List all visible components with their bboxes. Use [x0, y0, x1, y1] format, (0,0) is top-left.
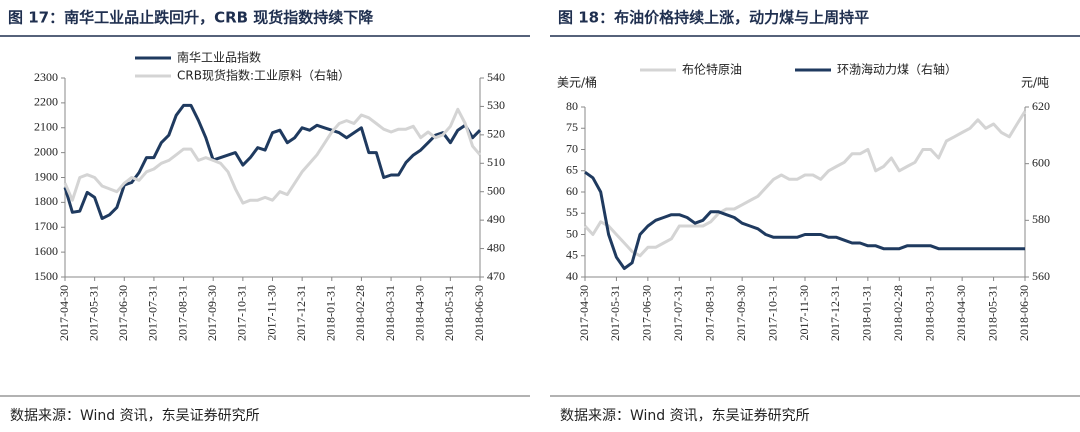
x-tick-label: 2017-11-30 — [264, 285, 278, 341]
x-tick-label: 2017-06-30 — [116, 285, 130, 341]
chart-title: 图 17：南华工业品止跌回升，CRB 现货指数持续下降 — [8, 9, 374, 27]
x-tick-label: 2018-01-31 — [324, 285, 338, 341]
x-tick-label: 2017-07-31 — [146, 285, 160, 341]
y-tick-label: 1900 — [34, 169, 58, 183]
y2-tick-label: 520 — [487, 127, 505, 141]
y-tick-label: 50 — [566, 226, 578, 240]
y-axis-label: 美元/桶 — [557, 75, 597, 90]
x-tick-label: 2018-05-31 — [442, 285, 456, 341]
y-tick-label: 45 — [566, 248, 578, 262]
legend-label: CRB现货指数:工业原料（右轴） — [177, 68, 350, 83]
y2-tick-label: 620 — [1032, 99, 1050, 113]
x-tick-label: 2018-03-31 — [922, 285, 936, 341]
x-tick-label: 2018-03-31 — [383, 285, 397, 341]
y2-tick-label: 580 — [1032, 212, 1050, 226]
y-tick-label: 2300 — [34, 70, 58, 84]
y-tick-label: 2000 — [34, 144, 58, 158]
y-tick-label: 1700 — [34, 219, 58, 233]
y-tick-label: 2200 — [34, 95, 58, 109]
x-tick-label: 2017-04-30 — [57, 285, 71, 341]
y-tick-label: 70 — [566, 141, 578, 155]
y-tick-label: 55 — [566, 205, 578, 219]
x-tick-label: 2017-10-31 — [765, 285, 779, 341]
y-tick-label: 65 — [566, 163, 578, 177]
source-note: 数据来源：Wind 资讯，东吴证券研究所 — [10, 408, 260, 424]
x-tick-label: 2017-12-31 — [294, 285, 308, 341]
x-tick-label: 2017-07-31 — [671, 285, 685, 341]
x-tick-label: 2018-06-30 — [472, 285, 486, 341]
x-tick-label: 2017-11-30 — [797, 285, 811, 341]
x-tick-label: 2018-01-31 — [860, 285, 874, 341]
series-line — [583, 110, 1027, 258]
y2-tick-label: 480 — [487, 240, 505, 254]
series-line — [63, 107, 482, 205]
y2-axis-label: 元/吨 — [1021, 76, 1049, 90]
x-tick-label: 2017-09-30 — [205, 285, 219, 341]
x-tick-label: 2017-12-31 — [828, 285, 842, 341]
source-note: 数据来源：Wind 资讯，东吴证券研究所 — [560, 408, 810, 424]
y2-tick-label: 500 — [487, 183, 505, 197]
series-line — [584, 170, 1025, 270]
x-tick-label: 2017-08-31 — [702, 285, 716, 341]
x-tick-label: 2017-04-30 — [577, 285, 591, 341]
y-tick-label: 1500 — [34, 269, 58, 283]
y2-tick-label: 490 — [487, 212, 505, 226]
y2-tick-label: 560 — [1032, 269, 1050, 283]
y2-tick-label: 530 — [487, 98, 505, 112]
y-tick-label: 75 — [566, 120, 578, 134]
x-tick-label: 2017-05-31 — [608, 285, 622, 341]
x-tick-label: 2017-06-30 — [640, 285, 654, 341]
chart-title: 图 18：布油价格持续上涨，动力煤与上周持平 — [558, 9, 869, 27]
legend-label: 布伦特原油 — [682, 62, 742, 77]
x-tick-label: 2017-08-31 — [175, 285, 189, 341]
y2-tick-label: 600 — [1032, 155, 1050, 169]
y-tick-label: 80 — [566, 99, 578, 113]
x-tick-label: 2018-05-31 — [985, 285, 999, 341]
y-tick-label: 60 — [566, 184, 578, 198]
legend-label: 环渤海动力煤（右轴） — [837, 62, 957, 77]
x-tick-label: 2018-04-30 — [954, 285, 968, 341]
y-tick-label: 1600 — [34, 244, 58, 258]
x-tick-label: 2018-02-28 — [891, 285, 905, 341]
x-tick-label: 2018-02-28 — [353, 285, 367, 341]
x-tick-label: 2018-04-30 — [412, 285, 426, 341]
y2-tick-label: 540 — [487, 70, 505, 84]
y-tick-label: 1800 — [34, 194, 58, 208]
legend-label: 南华工业品指数 — [177, 50, 261, 65]
x-tick-label: 2017-09-30 — [734, 285, 748, 341]
y2-tick-label: 510 — [487, 155, 505, 169]
x-tick-label: 2017-05-31 — [86, 285, 100, 341]
y2-tick-label: 470 — [487, 269, 505, 283]
y-tick-label: 2100 — [34, 120, 58, 134]
x-tick-label: 2017-10-31 — [235, 285, 249, 341]
y-tick-label: 40 — [566, 269, 578, 283]
x-tick-label: 2018-06-30 — [1017, 285, 1031, 341]
